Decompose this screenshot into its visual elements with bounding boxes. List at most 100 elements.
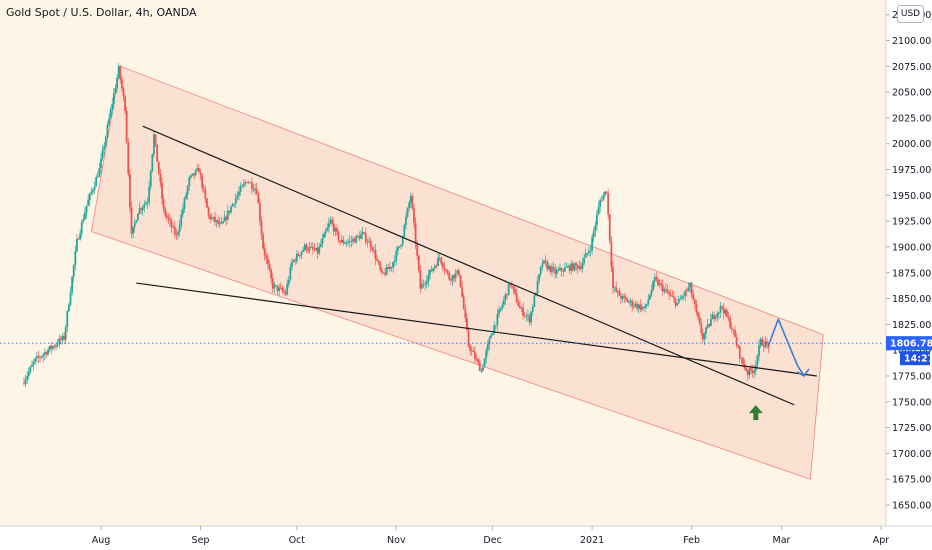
x-tick-label: Dec [483, 535, 501, 546]
candle-body [512, 286, 515, 290]
candle-body [39, 357, 41, 359]
candle-body [241, 185, 244, 187]
candle-body [401, 236, 404, 245]
candle-body [528, 315, 531, 323]
candle-body [116, 77, 118, 89]
candle-body [413, 208, 415, 223]
candle-body [125, 111, 128, 142]
candle-body [568, 265, 571, 271]
currency-badge[interactable]: USD [897, 5, 924, 23]
candle-body [313, 249, 316, 251]
candle-body [416, 243, 419, 256]
candle-body [724, 310, 727, 314]
candle-body [207, 207, 210, 216]
candle-body [194, 170, 197, 176]
candle-body [141, 207, 144, 211]
candle-body [258, 203, 261, 221]
candle-body [310, 246, 313, 248]
candle-body [478, 362, 481, 372]
candle-body [257, 193, 260, 204]
candle-body [145, 202, 147, 205]
last-price-label: 1806.785 [890, 339, 932, 350]
candle-body [172, 226, 175, 228]
candle-body [246, 182, 248, 183]
candle-body [82, 219, 85, 222]
candle-body [209, 215, 212, 220]
x-tick-label: Feb [683, 535, 700, 546]
candle-body [411, 196, 414, 209]
candle-body [35, 356, 38, 359]
candle-body [302, 249, 305, 252]
candle-body [737, 345, 740, 347]
candle-body [732, 329, 735, 331]
candle-body [703, 333, 706, 340]
candle-body [491, 333, 494, 336]
candle-body [425, 281, 428, 284]
candle-body [284, 292, 287, 295]
candle-body [414, 222, 417, 244]
candle-body [748, 368, 751, 376]
candle-body [761, 339, 764, 346]
x-tick-label: Sep [192, 535, 210, 546]
candle-body [448, 273, 451, 280]
candle-body [188, 177, 191, 187]
candle-body [437, 257, 439, 266]
candle-body [50, 345, 53, 349]
y-tick-label: 1675.000 [892, 475, 932, 486]
candle-body [422, 284, 425, 286]
candle-body [596, 214, 598, 226]
candle-body [153, 134, 155, 155]
candle-body [196, 168, 199, 171]
candle-body [92, 189, 94, 192]
candle-body [71, 276, 74, 293]
time-axis-panel [0, 526, 932, 550]
candle-body [382, 272, 385, 274]
candle-body [541, 263, 544, 267]
candle-body [181, 208, 184, 215]
candle-body [84, 212, 86, 220]
candle-body [117, 66, 120, 78]
candle-body [501, 304, 504, 309]
y-tick-label: 2050.000 [892, 88, 932, 99]
candle-body [101, 149, 104, 159]
candle-body [567, 265, 569, 267]
candle-body [344, 243, 346, 244]
time-axis[interactable]: Aug Sep Oct Nov Dec 2021 Feb Mar Apr [92, 526, 890, 546]
candle-body [369, 241, 372, 248]
candle-body [692, 293, 695, 300]
y-tick-label: 2000.000 [892, 139, 932, 150]
candle-body [730, 327, 733, 330]
candle-body [167, 217, 170, 220]
candle-body [438, 257, 441, 259]
candle-body [676, 303, 679, 306]
candle-body [319, 244, 322, 247]
candle-body [279, 287, 282, 289]
candle-body [557, 269, 560, 271]
candle-body [734, 330, 736, 338]
candle-body [51, 346, 54, 349]
candle-body [26, 375, 29, 380]
candle-body [189, 175, 192, 178]
candle-body [250, 182, 253, 189]
candle-body [523, 315, 526, 317]
candle-body [63, 335, 65, 340]
candle-body [620, 295, 622, 299]
candle-body [441, 263, 444, 268]
candle-body [183, 198, 186, 209]
candle-body [661, 284, 664, 292]
candle-body [544, 260, 547, 263]
candle-body [764, 341, 767, 348]
candle-body [421, 284, 423, 289]
candle-body [510, 285, 513, 287]
candle-body [693, 299, 696, 305]
candle-body [217, 220, 220, 224]
candle-body [653, 277, 656, 282]
candle-body [233, 203, 236, 205]
candle-body [262, 234, 264, 249]
candle-body [61, 335, 64, 341]
candle-body [538, 274, 541, 281]
candle-body [122, 88, 125, 97]
candle-body [474, 352, 476, 360]
